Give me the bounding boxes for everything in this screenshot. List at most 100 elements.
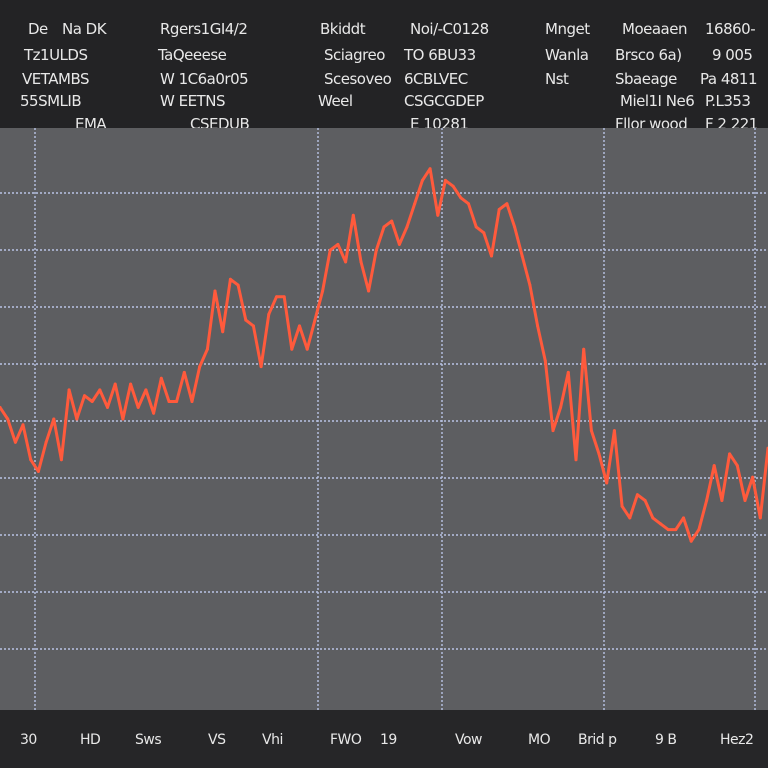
x-tick-label: Brid p: [578, 732, 617, 748]
data-point: [382, 225, 386, 229]
data-point: [420, 178, 424, 182]
header-cell: TO 6BU33: [404, 46, 476, 64]
data-point: [83, 394, 86, 398]
data-point: [213, 289, 217, 293]
data-point: [751, 475, 755, 479]
x-tick-label: MO: [528, 732, 551, 748]
x-tick-label: Hez2: [720, 732, 754, 748]
data-point: [44, 440, 48, 444]
header-cell: Nst: [545, 70, 569, 88]
data-point: [267, 312, 271, 316]
data-point: [6, 417, 10, 421]
data-point: [582, 347, 586, 351]
data-point: [505, 202, 509, 206]
header-cell: 16860-: [705, 20, 756, 38]
data-point: [689, 539, 693, 543]
header-cell: Wanla: [545, 46, 589, 64]
header-cell: De: [28, 20, 48, 38]
data-point: [75, 417, 79, 421]
header-cell: Mnget: [545, 20, 590, 38]
data-point: [167, 400, 171, 403]
x-axis-bar: 30 HD Sws VS Vhi FWO 19 Vow MO Brid p 9 B Hez2: [0, 710, 768, 768]
data-point: [129, 382, 133, 386]
data-point: [413, 202, 417, 206]
data-point: [121, 417, 125, 421]
data-point: [543, 359, 547, 363]
data-point: [443, 178, 447, 182]
x-tick-label: 19: [380, 732, 397, 748]
data-point: [405, 225, 409, 229]
data-point: [290, 347, 294, 351]
data-point: [190, 400, 194, 403]
data-point: [228, 277, 232, 281]
header-cell: VETAMBS: [22, 70, 90, 88]
data-point: [697, 528, 701, 532]
data-point: [436, 213, 440, 217]
data-point: [374, 248, 378, 252]
data-point: [175, 400, 179, 403]
header-cell: Bkiddt: [320, 20, 366, 38]
data-point: [551, 429, 555, 433]
data-point: [743, 499, 747, 502]
data-point: [52, 417, 56, 421]
data-point: [21, 423, 25, 427]
header-cell: Sciagreo: [324, 46, 385, 64]
data-point: [712, 464, 716, 468]
data-point: [674, 528, 678, 532]
header-cell: Scesoveo: [324, 70, 392, 88]
data-point: [559, 405, 563, 409]
header-cell: Brsco 6a): [615, 46, 682, 64]
data-point: [574, 458, 578, 462]
data-point: [152, 411, 156, 415]
data-point: [113, 382, 117, 386]
data-point: [328, 248, 332, 252]
data-point: [282, 295, 286, 299]
data-point: [528, 283, 532, 287]
data-point: [513, 225, 517, 229]
header-cell: Pa 4811: [700, 70, 758, 88]
x-tick-label: Vhi: [262, 732, 283, 748]
header-cell: CSGCGDEP: [404, 92, 484, 110]
data-point: [758, 516, 762, 520]
data-point: [136, 405, 140, 409]
data-point: [566, 370, 570, 374]
header-cell: W 1C6a0r05: [160, 70, 249, 88]
data-point: [589, 429, 593, 433]
data-point: [467, 202, 470, 206]
data-point: [605, 481, 609, 485]
data-point: [236, 283, 240, 287]
data-point: [0, 405, 2, 409]
data-point: [59, 458, 63, 462]
x-tick-label: HD: [80, 732, 101, 748]
x-tick-label: 30: [20, 732, 37, 748]
header-cell: Tz1ULDS: [24, 46, 88, 64]
data-point: [428, 167, 432, 171]
data-point: [244, 318, 248, 322]
data-point: [13, 440, 17, 444]
data-point: [620, 504, 624, 508]
header-cell: Noi/-C0128: [410, 20, 489, 38]
data-point: [367, 289, 371, 293]
header-cell: 6CBLVEC: [404, 70, 468, 88]
data-point: [482, 231, 486, 235]
data-point: [106, 405, 109, 409]
data-point: [635, 493, 639, 497]
data-point: [36, 469, 40, 473]
data-point: [259, 365, 263, 369]
data-point: [305, 347, 309, 351]
data-point: [251, 324, 255, 328]
header-cell: W EETNS: [160, 92, 225, 110]
data-point: [666, 528, 670, 532]
data-point: [298, 324, 301, 328]
data-point: [182, 370, 186, 374]
data-point: [520, 254, 524, 258]
data-point: [198, 365, 202, 369]
data-point: [643, 499, 647, 502]
data-point: [275, 295, 278, 299]
data-point: [735, 464, 739, 468]
data-point: [159, 376, 163, 380]
data-point: [144, 388, 148, 392]
data-point: [497, 208, 501, 211]
data-point: [612, 429, 616, 433]
